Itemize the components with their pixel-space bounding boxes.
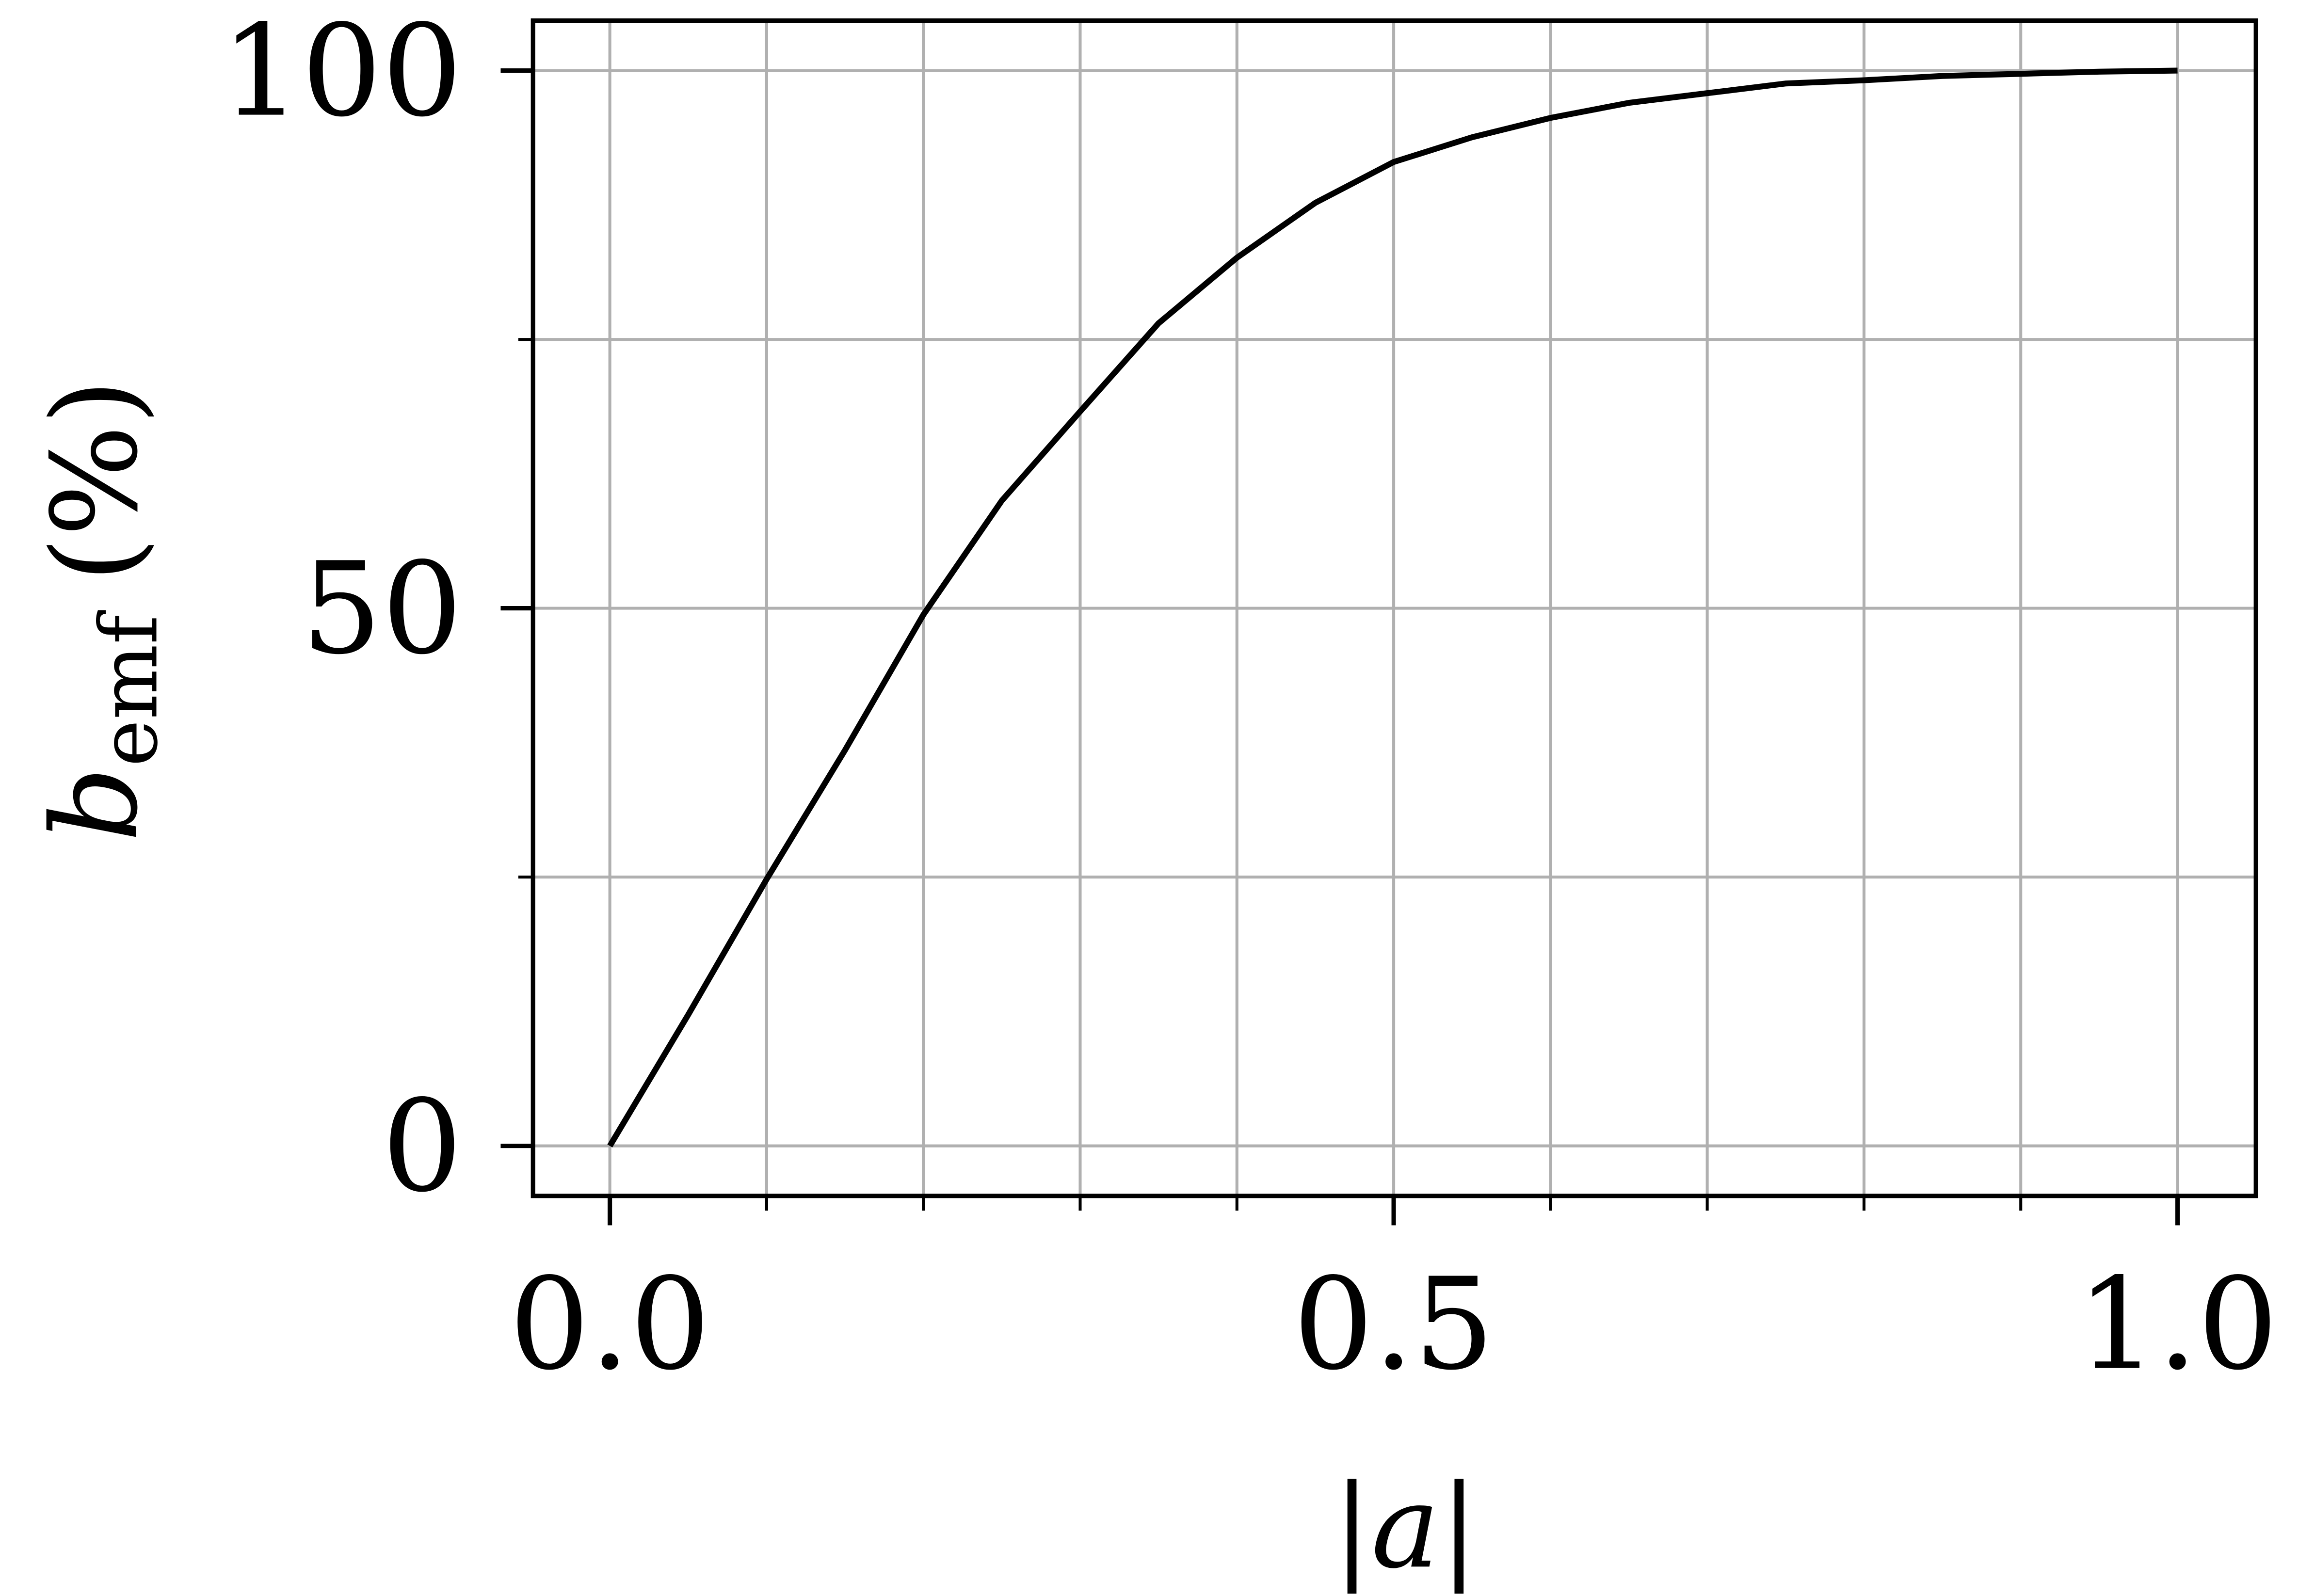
line-series [607,67,2178,1148]
x-tick-label: 1.0 [2077,1251,2278,1398]
x-axis-label: |a| [1333,1460,1479,1594]
y-tick-label: 100 [221,0,463,145]
grid [533,20,2256,1196]
y-label-subscript: emf [82,610,175,766]
y-label-unit: (%) [27,379,164,583]
marks [607,67,2178,1148]
y-label-symbol: b [27,766,164,842]
x-tick-label: 0.5 [1293,1251,1495,1398]
y-tick-label: 50 [302,535,463,683]
x-tick-label: 0.0 [509,1251,710,1398]
y-axis-label: bemf (%) [27,379,175,842]
y-tick-label: 0 [382,1073,463,1220]
